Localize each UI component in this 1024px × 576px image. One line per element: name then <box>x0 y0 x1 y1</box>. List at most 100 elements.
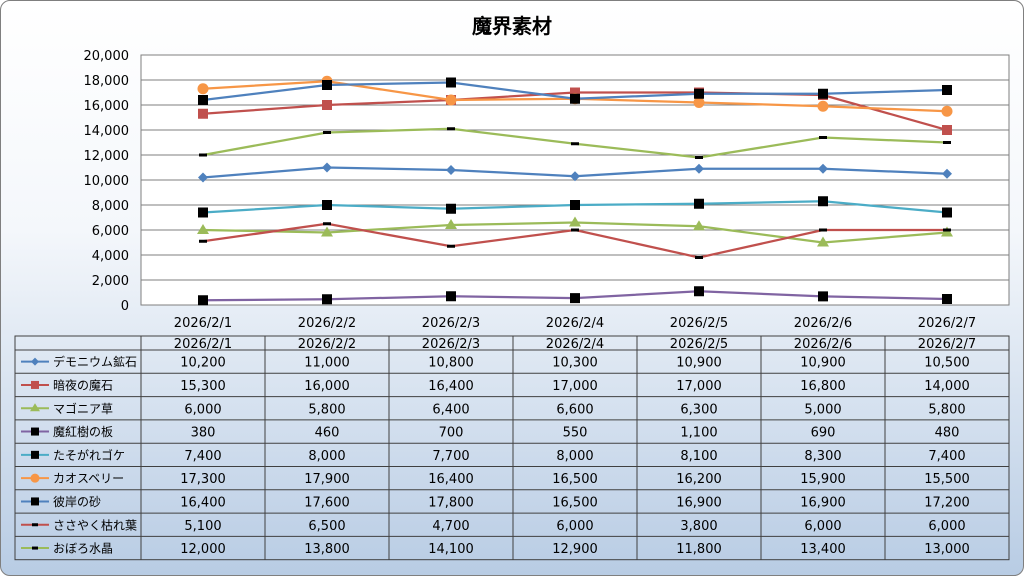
table-value-cell: 8,000 <box>308 449 345 464</box>
series-name: 彼岸の砂 <box>53 495 101 509</box>
y-tick-label: 14,000 <box>84 124 130 139</box>
table-value-cell: 5,800 <box>308 402 345 417</box>
table-header-cell: 2026/2/1 <box>174 337 232 352</box>
legend-key <box>21 357 49 366</box>
table-value-cell: 3,800 <box>680 519 717 534</box>
data-point <box>446 203 456 214</box>
table-value-cell: 17,200 <box>924 495 970 510</box>
data-point <box>942 85 952 95</box>
data-point <box>322 80 332 90</box>
series-name: ささやく枯れ葉 <box>53 517 137 532</box>
table-value-cell: 10,500 <box>924 356 970 371</box>
data-point <box>694 163 704 174</box>
table-value-cell: 12,000 <box>180 542 226 557</box>
table-value-cell: 550 <box>563 426 588 441</box>
data-point <box>322 100 332 110</box>
data-point <box>31 357 39 366</box>
data-point <box>570 93 580 104</box>
table-value-cell: 17,900 <box>304 472 350 487</box>
table-value-cell: 480 <box>935 426 960 441</box>
data-point <box>570 200 580 210</box>
table-value-cell: 6,600 <box>556 402 593 417</box>
table-header-cell: 2026/2/6 <box>794 337 852 352</box>
table-value-cell: 1,100 <box>680 426 717 441</box>
legend-key <box>21 380 49 389</box>
table-value-cell: 690 <box>811 426 836 441</box>
data-point <box>445 219 457 229</box>
y-tick-label: 12,000 <box>84 149 130 164</box>
series-name: 魔紅樹の板 <box>53 424 113 439</box>
table-value-cell: 15,900 <box>800 472 846 487</box>
data-point <box>446 291 456 302</box>
data-point <box>695 256 703 259</box>
y-tick-label: 4,000 <box>92 249 129 264</box>
table-value-cell: 7,400 <box>184 449 221 464</box>
x-tick-label: 2026/2/5 <box>670 316 728 331</box>
data-point <box>446 77 456 88</box>
x-tick-label: 2026/2/1 <box>174 316 232 331</box>
table-header-cell: 2026/2/5 <box>670 337 728 352</box>
y-tick-label: 8,000 <box>92 199 129 214</box>
data-point <box>199 153 207 157</box>
data-point <box>197 224 209 234</box>
series-7 <box>198 77 952 105</box>
data-point <box>198 172 208 183</box>
data-point <box>31 497 39 506</box>
data-point <box>198 207 208 218</box>
table-value-cell: 5,800 <box>928 402 965 417</box>
table-value-cell: 6,500 <box>308 519 345 534</box>
table-value-cell: 700 <box>439 426 464 441</box>
data-point <box>819 136 827 139</box>
data-point <box>942 207 952 218</box>
data-point <box>32 546 38 550</box>
table-value-cell: 6,300 <box>680 402 717 417</box>
y-tick-label: 6,000 <box>92 224 129 239</box>
table-value-cell: 16,000 <box>304 379 350 394</box>
data-point <box>943 228 951 232</box>
table-value-cell: 16,800 <box>800 379 846 394</box>
table-value-cell: 6,400 <box>432 402 469 417</box>
data-point <box>693 220 705 231</box>
data-point <box>199 239 207 243</box>
table-header-cell: 2026/2/2 <box>298 337 356 352</box>
x-tick-label: 2026/2/6 <box>794 316 852 331</box>
data-point <box>198 295 208 306</box>
table-value-cell: 10,300 <box>552 356 598 371</box>
series-name: カオスベリー <box>53 472 124 486</box>
table-border <box>14 335 1010 561</box>
data-point <box>446 165 456 175</box>
table-value-cell: 7,400 <box>928 449 965 464</box>
data-point <box>31 450 39 459</box>
legend-key <box>21 497 49 506</box>
data-point <box>32 523 38 527</box>
series-name: たそがれゴケ <box>53 447 125 462</box>
table-value-cell: 11,800 <box>676 542 722 557</box>
table-value-cell: 380 <box>191 426 216 441</box>
data-point <box>942 294 952 304</box>
data-point <box>322 200 332 210</box>
table-value-cell: 15,500 <box>924 472 970 487</box>
plot-area: 0 2,000 4,000 6,000 8,000 10,000 12,000 14,000 1… <box>84 49 1010 331</box>
data-point <box>447 127 455 131</box>
table-value-cell: 11,000 <box>304 356 350 371</box>
data-point <box>31 380 39 389</box>
y-tick-label: 0 <box>121 299 129 314</box>
table-value-cell: 16,900 <box>800 495 846 510</box>
data-point <box>817 100 829 112</box>
data-point <box>447 244 455 248</box>
data-table: 2026/2/1 2026/2/2 2026/2/3 2026/2/4 2026/2/5… <box>14 335 1010 561</box>
table-value-cell: 6,000 <box>184 402 221 417</box>
table-header-cell: 2026/2/3 <box>422 337 480 352</box>
table-value-cell: 6,000 <box>556 519 593 534</box>
table-value-cell: 8,300 <box>804 449 841 464</box>
data-point <box>818 291 828 302</box>
x-tick-label: 2026/2/3 <box>422 316 480 331</box>
table-value-cell: 14,100 <box>428 542 474 557</box>
y-tick-label: 2,000 <box>92 274 129 289</box>
table-value-cell: 17,800 <box>428 495 474 510</box>
table-value-cell: 7,700 <box>432 449 469 464</box>
series-1 <box>198 162 952 183</box>
table-value-cell: 17,600 <box>304 495 350 510</box>
